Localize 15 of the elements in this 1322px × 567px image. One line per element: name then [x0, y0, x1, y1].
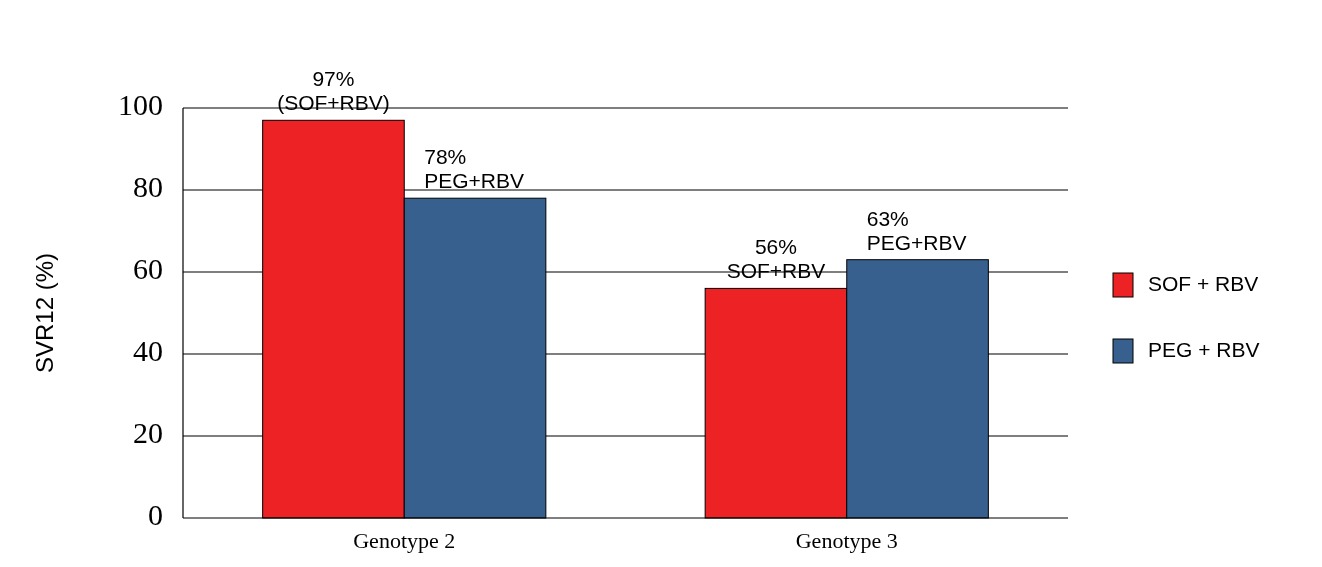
- x-tick-label: Genotype 2: [353, 528, 456, 553]
- y-tick-label: 20: [133, 415, 163, 449]
- x-tick-label: Genotype 3: [795, 528, 898, 553]
- y-tick-label: 60: [133, 251, 163, 285]
- y-axis-title: SVR12 (%): [31, 252, 58, 374]
- data-label: 56% SOF+RBV: [726, 235, 826, 283]
- legend-label: SOF + RBV: [1148, 271, 1259, 295]
- data-label: 78% PEG+RBV: [424, 145, 525, 193]
- data-label: 97% (SOF+RBV): [277, 67, 390, 115]
- y-tick-label: 100: [118, 87, 163, 121]
- data-label: 63% PEG+RBV: [866, 206, 967, 254]
- y-tick-label: 0: [148, 497, 163, 531]
- y-tick-label: 40: [133, 333, 163, 367]
- y-tick-label: 80: [133, 169, 163, 203]
- legend-label: PEG + RBV: [1148, 337, 1260, 361]
